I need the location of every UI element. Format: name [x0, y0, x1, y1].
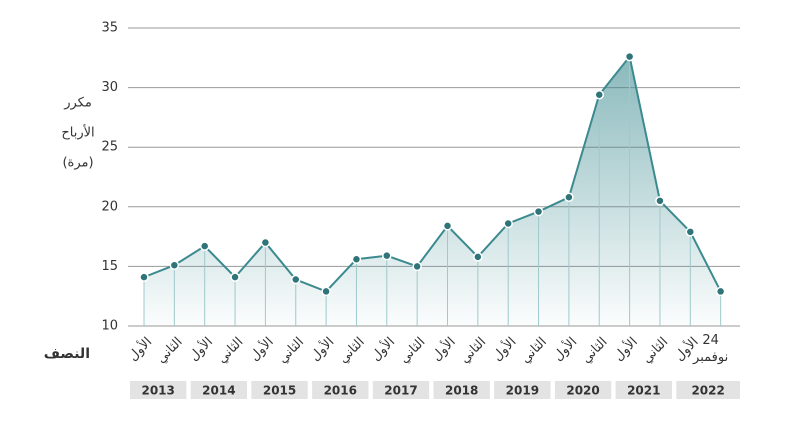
x-tick-label: الأول	[246, 333, 277, 364]
point	[715, 286, 726, 297]
x-tick-label: الثاني	[397, 335, 429, 367]
y-tick-label: 10	[101, 319, 118, 334]
point	[139, 272, 149, 282]
x-tick-label: الأول	[124, 333, 155, 364]
y-tick-label: 20	[101, 199, 118, 214]
year-label: 2014	[202, 384, 235, 398]
year-box	[676, 381, 740, 399]
point	[473, 252, 483, 262]
point	[230, 272, 240, 282]
y-tick-label: 35	[101, 21, 118, 36]
year-label: 2020	[566, 384, 599, 398]
point	[594, 90, 604, 100]
x-tick-label: الثاني	[579, 335, 611, 367]
point	[655, 196, 665, 206]
x-tick-label: الثاني	[275, 335, 307, 367]
point	[624, 51, 635, 62]
year-label: 2021	[627, 384, 660, 398]
year-box	[433, 381, 490, 399]
year-label: 2013	[141, 384, 174, 398]
y-axis-label: (مرة)	[62, 156, 93, 171]
year-box	[494, 381, 551, 399]
x-tick-label: الثاني	[518, 335, 550, 367]
x-tick-label: الأول	[367, 333, 398, 364]
year-label: 2018	[445, 384, 478, 398]
point	[685, 227, 696, 237]
x-tick-label: الأول	[489, 333, 520, 364]
year-box	[130, 381, 187, 399]
year-label: 2022	[691, 384, 724, 398]
year-label: 2017	[384, 384, 417, 398]
x-tick-label: الأول	[185, 333, 216, 364]
point	[260, 237, 271, 248]
y-axis-label: الأرباح	[61, 124, 94, 141]
x-tick-label: 24 نوفمبر	[693, 333, 729, 365]
line	[143, 54, 722, 293]
x-axis-label: النصف	[44, 346, 90, 362]
x-tick-label: الأول	[610, 333, 641, 364]
year-label: 2015	[263, 384, 296, 398]
point	[199, 241, 210, 251]
point	[533, 206, 544, 217]
x-tick-label: الثاني	[639, 335, 671, 367]
x-tick-label: الثاني	[154, 335, 186, 367]
x-tick-label: الثاني	[336, 335, 368, 367]
x-tick-label: الأول	[306, 333, 337, 364]
point	[442, 221, 453, 231]
x-tick-label: الأول	[549, 333, 580, 364]
year-box	[615, 381, 672, 399]
x-tick-label: الأول	[428, 333, 459, 364]
point	[351, 254, 362, 264]
year-box	[190, 381, 248, 399]
year-box	[312, 381, 369, 399]
y-tick-label: 30	[101, 80, 118, 95]
year-label: 2019	[506, 384, 539, 398]
y-tick-label: 15	[101, 259, 118, 274]
x-tick-label: الثاني	[457, 335, 489, 367]
year-label: 2016	[324, 384, 357, 398]
x-tick-label: الثاني	[215, 335, 247, 367]
area	[144, 56, 721, 326]
year-box	[372, 381, 430, 399]
point	[291, 274, 301, 285]
point	[321, 286, 331, 297]
year-box	[251, 381, 308, 399]
point	[503, 218, 513, 229]
y-tick-label: 25	[101, 140, 118, 155]
point	[564, 192, 574, 203]
x-tick-label-box: 24 نوفمبر	[693, 333, 729, 365]
point	[169, 260, 180, 270]
year-box	[554, 381, 612, 399]
y-axis-label: مكرر	[63, 96, 92, 111]
point	[382, 250, 392, 261]
point	[412, 261, 422, 272]
